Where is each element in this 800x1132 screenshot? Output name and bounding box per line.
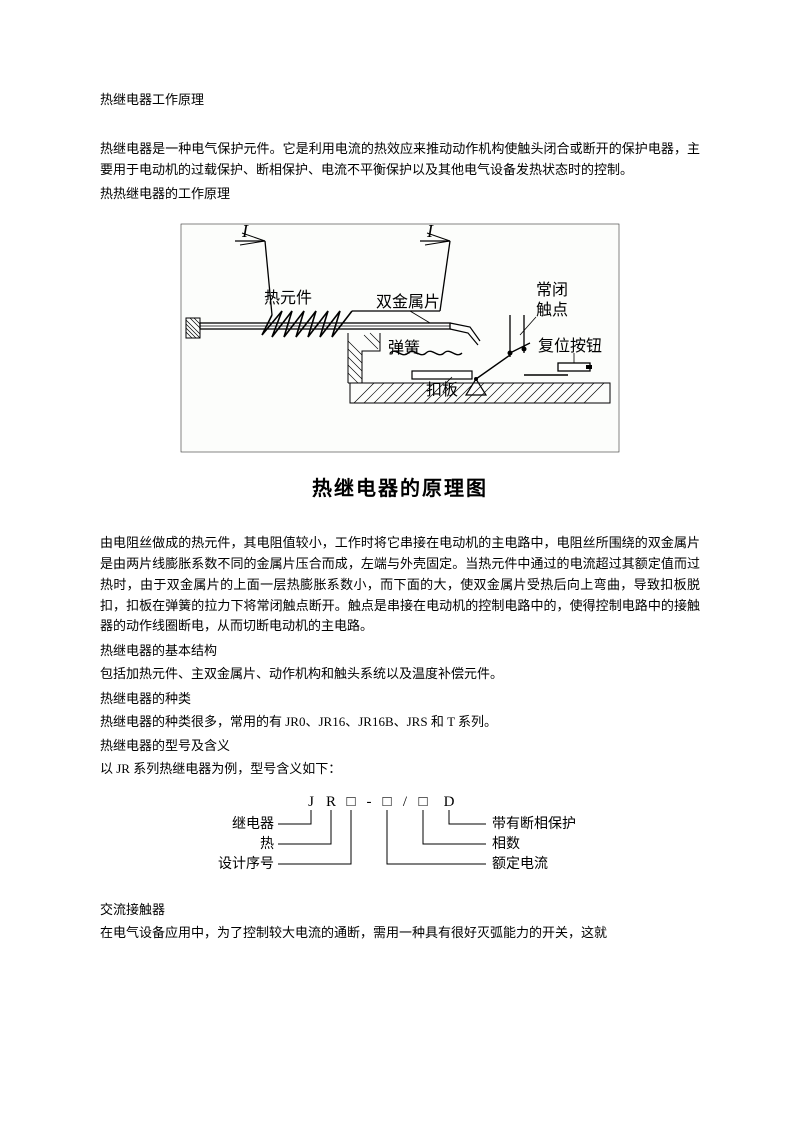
heading-structure: 热继电器的基本结构 xyxy=(100,641,700,662)
label-nc-contact-1: 常闭 xyxy=(536,281,568,299)
body-working-detail: 由电阻丝做成的热元件，其电阻值较小，工作时将它串接在电动机的主电路中，电阻丝所围… xyxy=(100,533,700,637)
code-d: D xyxy=(444,794,455,810)
code-slash: / xyxy=(403,794,408,810)
label-latch: 扣板 xyxy=(426,381,458,399)
label-relay: 继电器 xyxy=(232,816,274,832)
principle-diagram: I I xyxy=(100,223,700,453)
label-phases: 相数 xyxy=(492,836,520,852)
heading-types: 热继电器的种类 xyxy=(100,689,700,710)
label-bimetal: 双金属片 xyxy=(376,293,440,311)
heading-principle: 热热继电器的工作原理 xyxy=(100,184,700,205)
code-dash: - xyxy=(367,794,372,810)
principle-diagram-svg: I I xyxy=(180,223,620,453)
label-design-no: 设计序号 xyxy=(218,856,274,872)
diagram-caption: 热继电器的原理图 xyxy=(100,473,700,505)
label-reset-button: 复位按钮 xyxy=(538,337,602,355)
model-diagram: J R □ - □ / □ D 继电器 热 xyxy=(100,788,700,888)
document-title: 热继电器工作原理 xyxy=(100,90,700,111)
label-heat-element: 热元件 xyxy=(264,289,312,307)
body-types: 热继电器的种类很多，常用的有 JR0、JR16、JR16B、JRS 和 T 系列… xyxy=(100,712,700,733)
label-current-right: I xyxy=(426,223,434,241)
code-box2: □ xyxy=(382,794,391,810)
intro-paragraph: 热继电器是一种电气保护元件。它是利用电流的热效应来推动动作机构使触头闭合或断开的… xyxy=(100,139,700,181)
body-ac-contactor: 在电气设备应用中，为了控制较大电流的通断，需用一种具有很好灭弧能力的开关，这就 xyxy=(100,923,700,944)
label-current-left: I xyxy=(241,223,249,241)
label-rated-current: 额定电流 xyxy=(492,856,548,872)
heading-model: 热继电器的型号及含义 xyxy=(100,736,700,757)
model-diagram-svg: J R □ - □ / □ D 继电器 热 xyxy=(160,788,640,888)
code-r: R xyxy=(326,794,336,810)
label-phase-protect: 带有断相保护 xyxy=(492,816,576,832)
body-model: 以 JR 系列热继电器为例，型号含义如下： xyxy=(100,759,700,780)
body-structure: 包括加热元件、主双金属片、动作机构和触头系统以及温度补偿元件。 xyxy=(100,664,700,685)
heading-ac-contactor: 交流接触器 xyxy=(100,900,700,921)
label-heat: 热 xyxy=(260,836,274,852)
code-box1: □ xyxy=(346,794,355,810)
code-j: J xyxy=(308,794,314,810)
label-nc-contact-2: 触点 xyxy=(536,301,568,319)
label-spring: 弹簧 xyxy=(388,338,420,357)
code-box3: □ xyxy=(418,794,427,810)
